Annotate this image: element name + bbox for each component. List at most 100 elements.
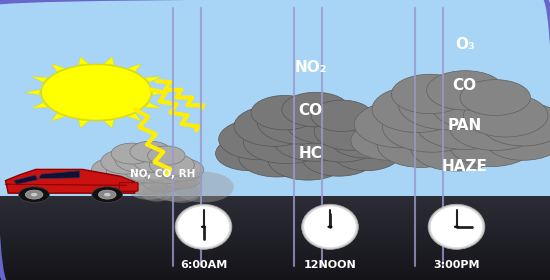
Circle shape [234, 106, 314, 146]
Bar [0, 274, 550, 276]
Circle shape [329, 120, 404, 158]
Bar [0, 255, 550, 257]
Bar [0, 242, 550, 244]
Circle shape [449, 104, 541, 150]
Bar [0, 249, 550, 251]
Bar [0, 204, 550, 207]
Text: O₃: O₃ [455, 37, 475, 52]
Bar [0, 200, 550, 202]
Bar [0, 206, 550, 209]
Circle shape [130, 141, 171, 162]
Circle shape [122, 170, 170, 195]
Bar [0, 240, 550, 242]
Bar [0, 257, 550, 259]
Circle shape [273, 117, 359, 161]
Bar [0, 244, 550, 246]
Bar [0, 215, 550, 217]
Circle shape [19, 187, 50, 202]
Circle shape [91, 157, 140, 182]
Circle shape [432, 83, 524, 130]
Polygon shape [79, 57, 89, 65]
Circle shape [239, 138, 316, 177]
Polygon shape [145, 77, 161, 82]
Text: CO: CO [453, 78, 477, 93]
Text: CO: CO [299, 103, 323, 118]
Circle shape [454, 225, 459, 228]
Bar [0, 267, 550, 269]
Circle shape [333, 136, 400, 171]
Polygon shape [79, 120, 89, 128]
Text: 6:00AM: 6:00AM [180, 260, 227, 270]
Circle shape [141, 186, 172, 202]
Bar [0, 227, 550, 230]
Circle shape [107, 158, 159, 185]
Bar [0, 234, 550, 236]
Circle shape [159, 158, 204, 181]
Bar [0, 259, 550, 261]
Bar [0, 253, 550, 255]
Circle shape [111, 143, 152, 164]
Circle shape [302, 121, 382, 162]
Circle shape [124, 157, 177, 183]
Circle shape [201, 225, 206, 228]
Circle shape [90, 168, 131, 189]
Circle shape [133, 148, 182, 173]
Circle shape [411, 124, 502, 171]
Circle shape [216, 136, 283, 171]
Polygon shape [128, 113, 141, 121]
Polygon shape [145, 102, 161, 108]
Circle shape [150, 175, 202, 202]
Bar [0, 246, 550, 249]
Circle shape [142, 159, 191, 184]
Circle shape [302, 139, 376, 176]
Bar [0, 278, 550, 280]
Circle shape [392, 74, 469, 114]
Bar [0, 209, 550, 211]
Text: 12NOON: 12NOON [304, 260, 356, 270]
Circle shape [398, 80, 497, 130]
Circle shape [128, 178, 169, 200]
Bar [0, 238, 550, 240]
Circle shape [41, 64, 151, 120]
Ellipse shape [177, 206, 230, 248]
Circle shape [287, 103, 366, 144]
Text: HC: HC [299, 146, 323, 162]
Bar [0, 263, 550, 265]
Bar [0, 217, 550, 219]
Circle shape [449, 123, 534, 167]
Circle shape [282, 92, 350, 127]
Bar [0, 198, 550, 200]
Circle shape [251, 95, 319, 130]
Circle shape [161, 168, 202, 189]
Polygon shape [52, 113, 65, 121]
Bar [0, 276, 550, 278]
Circle shape [427, 71, 504, 110]
Bar [0, 272, 550, 274]
Circle shape [257, 100, 343, 144]
Circle shape [92, 187, 123, 202]
Circle shape [416, 99, 515, 150]
Bar [0, 213, 550, 215]
Ellipse shape [301, 204, 359, 249]
Circle shape [377, 123, 465, 167]
Circle shape [104, 193, 111, 196]
Bar [0, 196, 550, 198]
Bar [0, 230, 550, 232]
Circle shape [311, 100, 373, 132]
Bar [0, 211, 550, 213]
Bar [0, 202, 550, 204]
Circle shape [219, 119, 299, 160]
Circle shape [173, 172, 234, 202]
Text: NO₂: NO₂ [295, 60, 327, 75]
Bar [0, 232, 550, 234]
Circle shape [327, 225, 333, 228]
Bar [0, 0, 550, 196]
Polygon shape [32, 102, 48, 108]
Text: 3:00PM: 3:00PM [433, 260, 480, 270]
Text: NO, CO, RH: NO, CO, RH [130, 169, 195, 179]
Bar [0, 251, 550, 253]
Polygon shape [52, 64, 65, 72]
Polygon shape [104, 57, 114, 65]
FancyBboxPatch shape [119, 183, 138, 191]
Circle shape [481, 103, 550, 146]
